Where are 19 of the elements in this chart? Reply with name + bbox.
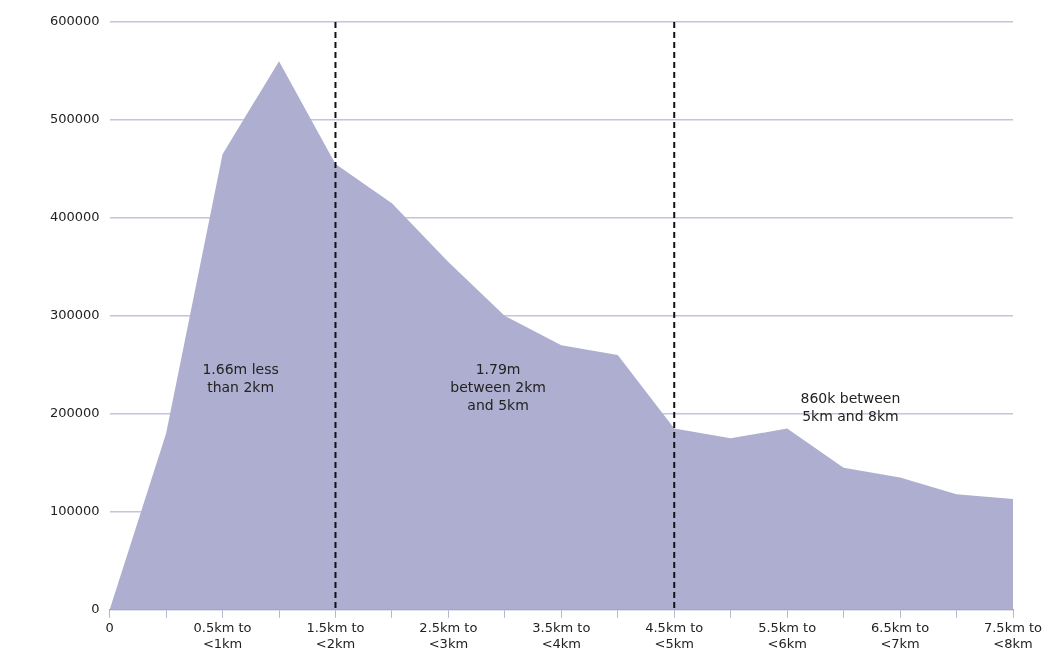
- x-tick-label: 0: [105, 619, 114, 635]
- x-tick-label: 7.5km to <8km: [983, 619, 1043, 651]
- y-tick-label: 300000: [49, 307, 100, 323]
- annotation: 1.66m less than 2km: [202, 360, 279, 395]
- y-tick-label: 200000: [49, 405, 100, 421]
- y-tick-label: 0: [91, 601, 100, 617]
- x-tick-label: 4.5km to <5km: [645, 619, 704, 651]
- y-tick-label: 600000: [49, 13, 100, 29]
- annotation: 1.79m between 2km and 5km: [450, 360, 546, 413]
- y-tick-label: 500000: [49, 111, 100, 127]
- annotation: 860k between 5km and 8km: [800, 389, 901, 424]
- x-tick-label: 2.5km to <3km: [419, 619, 478, 651]
- x-tick-label: 6.5km to <7km: [871, 619, 930, 651]
- x-tick-label: 1.5km to <2km: [306, 619, 365, 651]
- y-tick-label: 100000: [49, 503, 100, 519]
- x-tick-label: 5.5km to <6km: [758, 619, 817, 651]
- x-tick-label: 3.5km to <4km: [532, 619, 591, 651]
- x-tick-label: 0.5km to <1km: [193, 619, 252, 651]
- y-tick-label: 400000: [49, 209, 100, 225]
